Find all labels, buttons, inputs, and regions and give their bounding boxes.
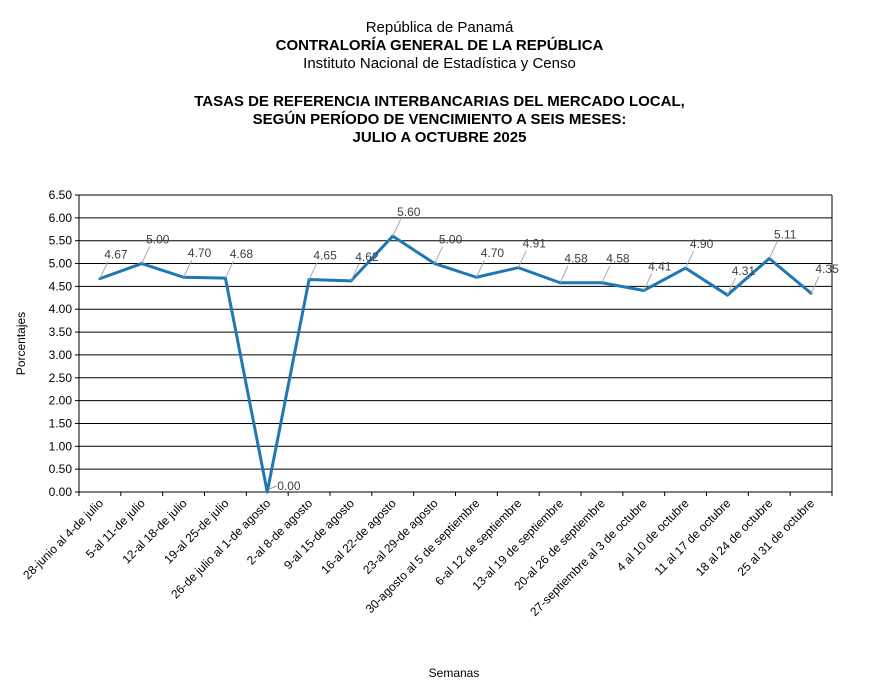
y-tick-label: 5.50 <box>49 234 73 248</box>
header-institute: Instituto Nacional de Estadística y Cens… <box>303 55 576 72</box>
data-label: 4.91 <box>523 237 547 251</box>
y-tick-label: 1.50 <box>49 416 73 430</box>
data-label: 4.65 <box>313 249 337 263</box>
leader-line <box>269 485 277 490</box>
leader-line <box>99 261 109 279</box>
x-tick-label: 9-al 15-de agosto <box>281 496 357 572</box>
y-tick-label: 4.00 <box>49 302 73 316</box>
y-tick-label: 6.50 <box>49 188 73 202</box>
leader-line <box>685 250 695 269</box>
data-label: 4.90 <box>690 237 714 251</box>
leader-line <box>183 260 193 278</box>
leader-line <box>810 276 820 294</box>
leader-line <box>726 277 736 296</box>
data-label: 4.67 <box>104 248 128 262</box>
data-label: 4.58 <box>606 252 630 266</box>
data-label: 4.70 <box>481 246 505 260</box>
x-tick-label: 16-al 22-de agosto <box>318 496 399 577</box>
leader-line <box>475 260 485 278</box>
x-tick-label: 11 al 17 de octubre <box>652 496 734 578</box>
data-label: 5.00 <box>146 233 170 247</box>
data-point <box>265 490 269 494</box>
leader-line <box>517 250 527 268</box>
x-tick-label: 23-al 29-de agosto <box>360 496 441 577</box>
x-axis-title: Semanas <box>429 666 480 680</box>
data-label: 4.58 <box>564 252 588 266</box>
data-label: 4.31 <box>732 264 756 278</box>
chart-title-line2: SEGÚN PERÍODO DE VENCIMIENTO A SEIS MESE… <box>252 111 627 128</box>
data-label: 4.70 <box>188 246 212 260</box>
data-label: 4.62 <box>355 250 379 264</box>
y-tick-label: 2.00 <box>49 394 73 408</box>
y-tick-label: 0.50 <box>49 462 73 476</box>
leader-line <box>643 273 653 291</box>
leader-line <box>601 265 611 283</box>
y-tick-label: 5.00 <box>49 257 73 271</box>
y-tick-label: 2.50 <box>49 371 73 385</box>
x-tick-label: 28-junio al 4-de julio <box>20 496 106 582</box>
header-country: República de Panamá <box>365 19 514 36</box>
data-label: 5.11 <box>774 228 797 242</box>
data-label: 0.00 <box>277 479 301 493</box>
y-tick-label: 0.00 <box>49 485 73 499</box>
y-tick-label: 4.50 <box>49 279 73 293</box>
leader-line <box>350 263 360 282</box>
leader-line <box>768 241 778 259</box>
data-label: 4.35 <box>815 262 839 276</box>
x-tick-label: 4 al 10 de octubre <box>614 496 692 574</box>
data-label: 4.68 <box>230 247 254 261</box>
leader-line <box>224 260 234 279</box>
leader-line <box>141 246 151 264</box>
x-tick-label: 18 al 24 de octubre <box>693 496 776 579</box>
data-label: 5.60 <box>397 205 421 219</box>
x-tick-label: 25 al 31 de octubre <box>735 496 818 579</box>
chart-title-line3: JULIO A OCTUBRE 2025 <box>352 129 527 146</box>
data-series-line <box>99 234 813 494</box>
leader-line <box>308 262 318 280</box>
y-axis-title: Porcentajes <box>14 312 28 375</box>
leader-line <box>392 218 402 237</box>
leader-line <box>434 246 444 264</box>
leader-line <box>559 265 569 283</box>
header-institution: CONTRALORÍA GENERAL DE LA REPÚBLICA <box>275 37 604 54</box>
chart-title-line1: TASAS DE REFERENCIA INTERBANCARIAS DEL M… <box>194 93 685 110</box>
y-tick-label: 6.00 <box>49 211 73 225</box>
y-tick-label: 3.50 <box>49 325 73 339</box>
y-tick-label: 3.00 <box>49 348 73 362</box>
y-tick-label: 1.00 <box>49 439 73 453</box>
data-label: 5.00 <box>439 233 463 247</box>
data-label: 4.41 <box>648 259 672 273</box>
